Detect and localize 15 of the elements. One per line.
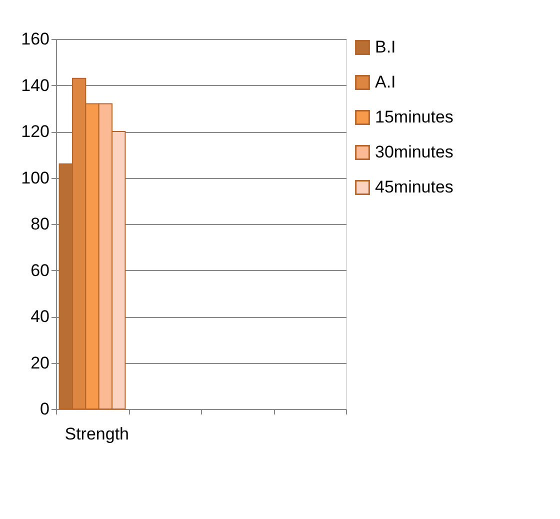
- legend-label: 45minutes: [375, 178, 454, 196]
- legend-label: 15minutes: [375, 108, 454, 126]
- y-tick-label: 0: [40, 400, 50, 418]
- y-tick-label: 40: [30, 307, 50, 326]
- x-tick-label: Strength: [64, 424, 130, 444]
- legend-label: 30minutes: [375, 142, 454, 162]
- legend-label: B.I: [375, 38, 396, 56]
- y-tick-label: 160: [21, 30, 50, 48]
- y-tick-label: 60: [30, 260, 50, 280]
- y-tick-label: 80: [30, 214, 50, 234]
- y-tick-label: 120: [21, 122, 50, 141]
- y-tick-label: 20: [30, 353, 50, 372]
- y-tick-label: 100: [21, 168, 50, 188]
- legend-label: A.I: [375, 72, 396, 92]
- y-tick-label: 140: [21, 76, 50, 95]
